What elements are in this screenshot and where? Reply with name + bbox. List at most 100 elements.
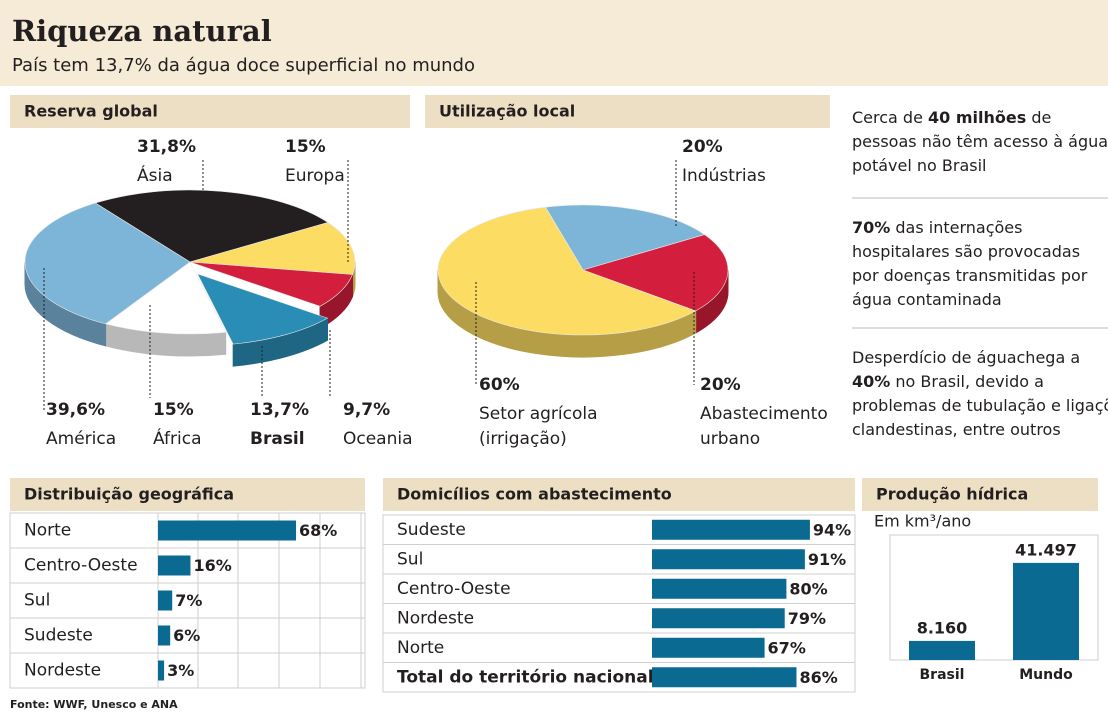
pie-slice — [94, 189, 329, 263]
fact-text: pessoas não têm acesso à água — [852, 132, 1108, 151]
value-label: 39,6% — [46, 400, 105, 420]
section-title: Domicílios com abastecimento — [397, 485, 672, 504]
pie-slice — [582, 234, 729, 312]
section-title: Reserva global — [24, 102, 158, 121]
category-label: Norte — [24, 521, 71, 541]
section-header — [10, 478, 365, 511]
category-label: Ásia — [137, 164, 173, 186]
pie-slice — [189, 261, 353, 307]
fact-line: Cerca de 40 milhões de — [852, 108, 1051, 127]
category-label: Indústrias — [682, 166, 766, 186]
value-label: 79% — [788, 609, 826, 628]
bar — [909, 640, 975, 660]
value-label: 80% — [789, 579, 827, 598]
plot-frame — [9, 512, 366, 689]
category-label: Brasil — [920, 667, 965, 683]
fact-text: no Brasil, devido a — [890, 372, 1044, 391]
category-label: Sul — [24, 591, 50, 611]
bar — [1013, 562, 1079, 660]
fact-text: 40 milhões — [928, 108, 1026, 127]
chart-subtitle: Em km³/ano — [874, 512, 971, 531]
value-label: 13,7% — [250, 400, 309, 420]
fact-line: clandestinas, entre outros — [852, 420, 1061, 439]
header-band — [0, 0, 1108, 86]
fact-text: Cerca de — [852, 108, 928, 127]
category-label: América — [46, 429, 116, 449]
bar — [158, 555, 191, 576]
bar — [652, 578, 787, 599]
fact-text: 70% — [852, 218, 890, 237]
section-title: Distribuição geográfica — [24, 485, 234, 504]
bar — [158, 625, 171, 646]
section-title: Utilização local — [439, 102, 575, 121]
category-label: Nordeste — [24, 661, 101, 681]
title: Riqueza natural — [12, 14, 272, 48]
pie-slice — [189, 222, 356, 275]
section-header — [10, 95, 410, 128]
bar — [158, 590, 173, 611]
pie-slice — [104, 261, 227, 335]
category-label: Mundo — [1019, 667, 1073, 683]
category-label: Nordeste — [397, 608, 474, 628]
category-label: Oceania — [343, 429, 413, 449]
section-header — [383, 478, 855, 511]
fact-line: Desperdício de águachega a — [852, 348, 1080, 367]
bar — [158, 660, 165, 681]
source: Fonte: WWF, Unesco e ANA — [10, 698, 178, 711]
fact-line: água contaminada — [852, 290, 1002, 309]
fact-text: 40% — [852, 372, 890, 391]
fact-text: hospitalares são provocadas — [852, 242, 1080, 261]
category-label: Norte — [397, 638, 444, 658]
value-label: 60% — [479, 375, 520, 395]
value-label: 31,8% — [137, 137, 196, 157]
pie-slice — [196, 273, 329, 345]
value-label: 20% — [682, 137, 723, 157]
category-label: Centro-Oeste — [397, 579, 511, 599]
category-label: Total do território nacional — [397, 667, 654, 687]
fact-line: potável no Brasil — [852, 156, 986, 175]
category-label: (irrigação) — [479, 429, 567, 449]
pie-slice — [437, 206, 697, 336]
fact-text: Desperdício de águachega a — [852, 348, 1080, 367]
fact-text: água contaminada — [852, 290, 1002, 309]
pie-slice — [24, 202, 191, 325]
fact-text: clandestinas, entre outros — [852, 420, 1061, 439]
section-header — [862, 478, 1098, 511]
bar — [652, 637, 765, 658]
category-label: Sul — [397, 549, 423, 569]
value-label: 41.497 — [1015, 540, 1077, 559]
value-label: 68% — [299, 521, 337, 540]
fact-line: problemas de tubulação e ligações — [852, 396, 1108, 415]
fact-line: por doenças transmitidas por — [852, 266, 1088, 285]
category-label: Europa — [285, 166, 345, 186]
category-label: urbano — [700, 429, 760, 449]
section-title: Produção hídrica — [876, 485, 1028, 504]
bar — [158, 520, 297, 541]
fact-line: hospitalares são provocadas — [852, 242, 1080, 261]
subtitle: País tem 13,7% da água doce superficial … — [12, 55, 475, 76]
category-label: Sudeste — [397, 520, 466, 540]
fact-text: problemas de tubulação e ligações — [852, 396, 1108, 415]
value-label: 94% — [813, 520, 851, 539]
section-header — [425, 95, 830, 128]
bar — [652, 667, 797, 688]
category-label: Centro-Oeste — [24, 556, 138, 576]
bar — [652, 549, 805, 570]
pie-slice — [544, 204, 706, 271]
category-label: Sudeste — [24, 626, 93, 646]
value-label: 9,7% — [343, 400, 390, 420]
category-label: Setor agrícola — [479, 404, 598, 424]
value-label: 67% — [768, 638, 806, 657]
value-label: 15% — [153, 400, 194, 420]
value-label: 8.160 — [917, 618, 968, 637]
category-label: Brasil — [250, 429, 305, 449]
bar — [652, 519, 810, 540]
fact-text: de — [1026, 108, 1051, 127]
value-label: 91% — [808, 550, 846, 569]
fact-line: 70% das internações — [852, 218, 1022, 237]
value-label: 15% — [285, 137, 326, 157]
value-label: 7% — [175, 591, 202, 610]
bar — [652, 608, 785, 629]
fact-text: das internações — [890, 218, 1022, 237]
